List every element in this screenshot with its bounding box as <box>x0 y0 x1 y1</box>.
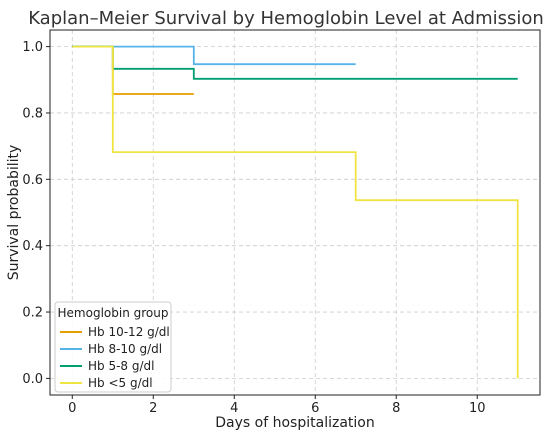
series-layer <box>72 45 519 379</box>
legend-box <box>54 301 172 393</box>
x-tick-label: 8 <box>392 401 400 416</box>
series-line <box>72 45 194 95</box>
legend-title: Hemoglobin group <box>58 306 169 320</box>
series-line <box>72 45 518 80</box>
series-line <box>72 45 519 379</box>
legend-entry: Hb 5-8 g/dl <box>88 359 154 373</box>
y-tick-label: 0.2 <box>22 306 43 321</box>
x-tick-label: 0 <box>68 401 76 416</box>
y-tick-label: 1.0 <box>22 40 43 55</box>
y-axis-label: Survival probability <box>6 145 22 281</box>
legend-entry: Hb 10-12 g/dl <box>88 325 170 339</box>
x-tick-label: 10 <box>469 401 486 416</box>
legend-entry: Hb <5 g/dl <box>88 376 153 390</box>
legend-entry: Hb 8-10 g/dl <box>88 342 162 356</box>
plot-frame <box>49 29 541 396</box>
y-tick-label: 0.4 <box>22 239 43 254</box>
y-tick-label: 0.6 <box>22 173 43 188</box>
x-tick-label: 6 <box>311 401 319 416</box>
x-tick-label: 4 <box>230 401 238 416</box>
y-tick-label: 0.8 <box>22 106 43 121</box>
x-tick-label: 2 <box>149 401 157 416</box>
x-axis-label: Days of hospitalization <box>215 415 374 431</box>
y-tick-label: 0.0 <box>22 372 43 387</box>
chart-title: Kaplan–Meier Survival by Hemoglobin Leve… <box>28 8 544 29</box>
series-line <box>72 45 356 66</box>
ticks: 0 2 4 6 8 10 0.0 0.2 0.4 0.6 0.8 1.0 <box>22 40 485 416</box>
legend: Hemoglobin group Hb 10-12 g/dl Hb 8-10 g/… <box>54 301 172 393</box>
